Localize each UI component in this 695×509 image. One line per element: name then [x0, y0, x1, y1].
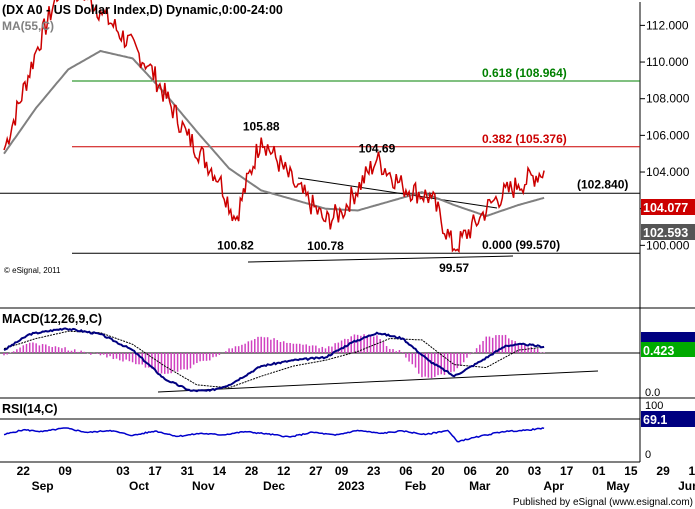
pivot-label: 105.88: [243, 120, 280, 134]
rsi-badge: 69.1: [641, 411, 695, 427]
month-label: Sep: [32, 479, 54, 493]
month-label: Dec: [263, 479, 285, 493]
day-label: 17: [148, 464, 162, 478]
pivot-label: 104.69: [359, 141, 396, 155]
rsi-label: RSI(14,C): [2, 402, 58, 416]
svg-text:104.077: 104.077: [643, 201, 688, 215]
fib-levels: 1.000 (114.770)0.618 (108.964)0.382 (105…: [0, 66, 640, 254]
watermark: © eSignal, 2011: [4, 266, 61, 275]
lower-trendline: [247, 255, 514, 263]
svg-text:69.1: 69.1: [643, 413, 667, 427]
month-label: Feb: [405, 479, 426, 493]
day-label: 23: [367, 464, 381, 478]
ma-price-badge: 102.593: [641, 224, 695, 240]
day-label: 03: [116, 464, 130, 478]
ma-55-line: [3, 49, 545, 218]
month-label: Nov: [192, 479, 215, 493]
time-axis-labels: 22 09 03 17 31 14 28 12 27 09 23 06 20 06 20 03 17 01 15 29…: [17, 464, 695, 493]
price-tick-label: 108.000: [646, 92, 690, 106]
upper-trendline: [297, 177, 498, 209]
day-label: 22: [17, 464, 31, 478]
day-label: 06: [463, 464, 477, 478]
month-label: Jun: [678, 479, 695, 493]
rsi-tick-0: 0: [645, 449, 651, 461]
day-label: 14: [213, 464, 227, 478]
macd-histogram: [3, 334, 545, 379]
macd-badge: 0.423: [641, 332, 695, 358]
macd-zero-tick: 0.0: [645, 387, 660, 399]
day-label: 20: [431, 464, 445, 478]
rsi-tick-100: 100: [645, 400, 663, 412]
day-label: 01: [592, 464, 606, 478]
support-label: (102.840): [577, 177, 628, 191]
day-label: 17: [560, 464, 574, 478]
day-label: 06: [399, 464, 413, 478]
price-tick-label: 112.000: [646, 18, 689, 32]
month-label: Mar: [469, 479, 491, 493]
macd-label: MACD(12,26,9,C): [2, 312, 102, 326]
day-label: 31: [181, 464, 195, 478]
day-label: 09: [58, 464, 72, 478]
day-label: 20: [496, 464, 510, 478]
price-tick-label: 104.000: [646, 165, 690, 179]
price-tick-label: 100.000: [646, 238, 690, 252]
day-label: 12: [689, 464, 695, 478]
rsi-line: [3, 427, 545, 443]
day-label: 29: [656, 464, 670, 478]
ma-label: MA(55,C): [2, 19, 54, 33]
last-price-badge: 104.077: [641, 199, 695, 215]
svg-text:0.423: 0.423: [643, 344, 674, 358]
footer-credit: Published by eSignal (www.esignal.com): [513, 497, 693, 508]
pivot-label: 99.57: [439, 261, 469, 275]
price-axis-ticks: 116.000114.000112.000110.000108.000106.0…: [640, 18, 690, 252]
month-label: 2023: [338, 479, 365, 493]
day-label: 12: [277, 464, 291, 478]
pivot-label: 100.78: [307, 239, 344, 253]
fib-label: 0.618 (108.964): [482, 66, 567, 80]
price-line: [3, 0, 545, 254]
month-label: Apr: [543, 479, 564, 493]
macd-trendline: [157, 370, 599, 393]
day-label: 09: [335, 464, 349, 478]
day-label: 03: [528, 464, 542, 478]
fib-label: 0.382 (105.376): [482, 132, 567, 146]
fib-label: 0.000 (99.570): [482, 238, 560, 252]
macd-signal-line: [3, 330, 545, 389]
macd-line: [3, 327, 545, 393]
month-label: May: [606, 479, 630, 493]
day-label: 15: [624, 464, 638, 478]
price-tick-label: 110.000: [646, 55, 689, 69]
pivot-label: 100.82: [217, 238, 254, 252]
svg-text:102.593: 102.593: [643, 226, 688, 240]
day-label: 28: [245, 464, 259, 478]
chart-title: (DX A0 - US Dollar Index,D) Dynamic,0:00…: [2, 3, 283, 17]
price-tick-label: 106.000: [646, 128, 690, 142]
month-label: Oct: [129, 479, 149, 493]
day-label: 27: [309, 464, 323, 478]
